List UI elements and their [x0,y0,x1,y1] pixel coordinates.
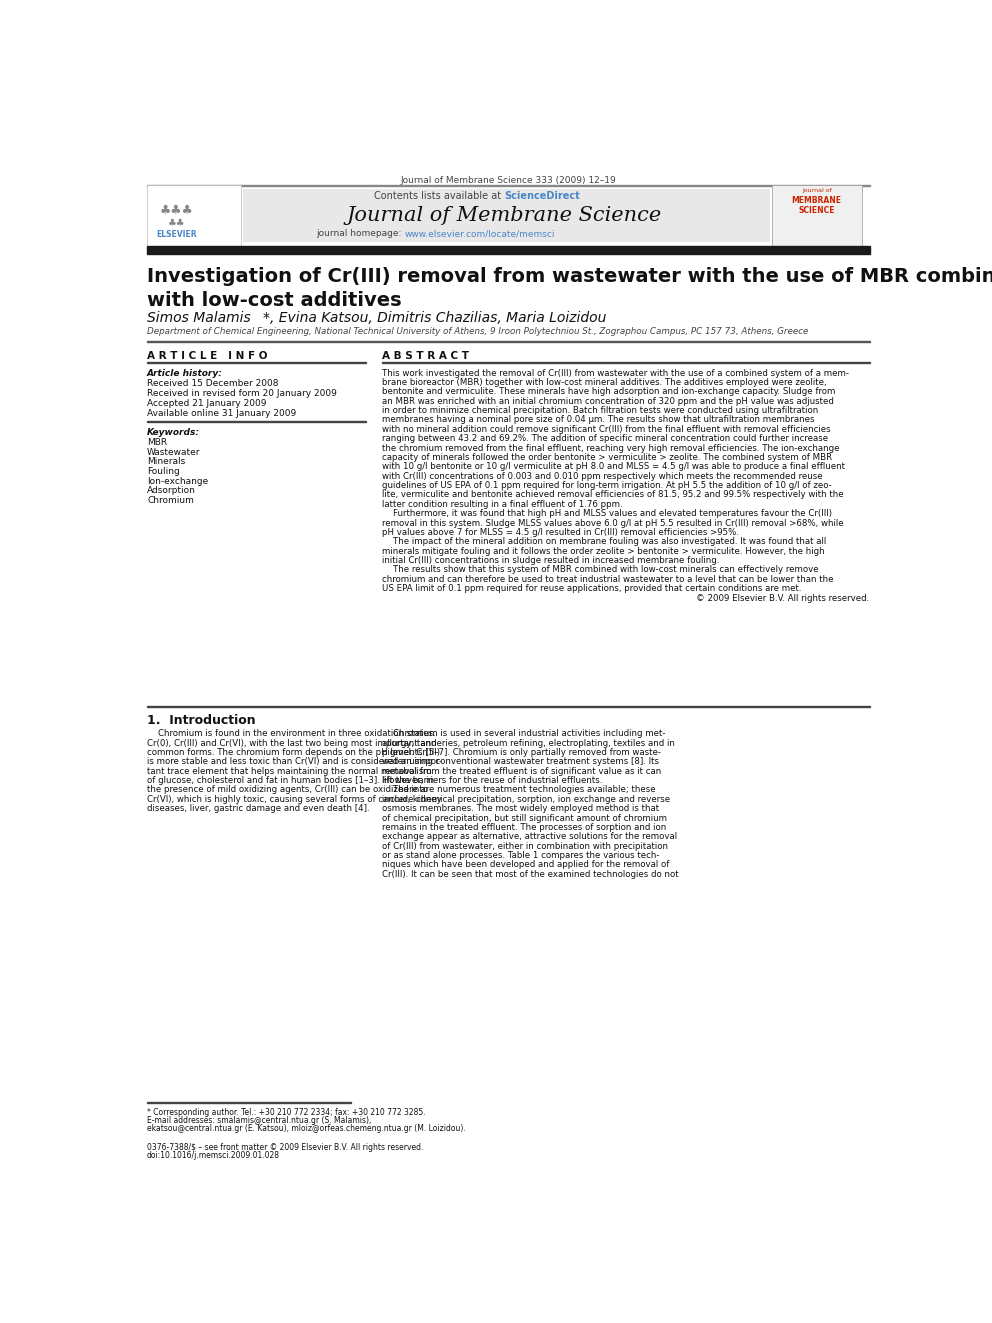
Text: Adsorption: Adsorption [147,487,196,495]
Text: capacity of minerals followed the order bentonite > vermiculite > zeolite. The c: capacity of minerals followed the order … [382,452,831,462]
Text: with Cr(III) concentrations of 0.003 and 0.010 ppm respectively which meets the : with Cr(III) concentrations of 0.003 and… [382,472,822,480]
Text: Received in revised form 20 January 2009: Received in revised form 20 January 2009 [147,389,337,398]
Text: 0376-7388/$ – see front matter © 2009 Elsevier B.V. All rights reserved.: 0376-7388/$ – see front matter © 2009 El… [147,1143,424,1152]
Text: with 10 g/l bentonite or 10 g/l vermiculite at pH 8.0 and MLSS = 4.5 g/l was abl: with 10 g/l bentonite or 10 g/l vermicul… [382,462,844,471]
Text: Chromium is found in the environment in three oxidation states:: Chromium is found in the environment in … [147,729,436,738]
FancyBboxPatch shape [772,185,862,249]
Text: exchange appear as alternative, attractive solutions for the removal: exchange appear as alternative, attracti… [382,832,677,841]
Text: journal homepage:: journal homepage: [316,229,405,238]
FancyBboxPatch shape [243,189,770,242]
Text: Chromium: Chromium [147,496,194,505]
Text: guidelines of US EPA of 0.1 ppm required for long-term irrigation. At pH 5.5 the: guidelines of US EPA of 0.1 ppm required… [382,482,831,490]
Text: doi:10.1016/j.memsci.2009.01.028: doi:10.1016/j.memsci.2009.01.028 [147,1151,280,1160]
Text: E-mail addresses: smalamis@central.ntua.gr (S. Malamis),: E-mail addresses: smalamis@central.ntua.… [147,1117,371,1126]
Text: SCIENCE: SCIENCE [799,205,835,214]
Text: 1.  Introduction: 1. Introduction [147,714,256,726]
Bar [147,246,870,254]
Text: US EPA limit of 0.1 ppm required for reuse applications, provided that certain c: US EPA limit of 0.1 ppm required for reu… [382,585,802,593]
Text: ekatsou@central.ntua.gr (E. Katsou), mloiz@orfeas.chemeng.ntua.gr (M. Loizidou).: ekatsou@central.ntua.gr (E. Katsou), mlo… [147,1125,466,1134]
Text: This work investigated the removal of Cr(III) from wastewater with the use of a : This work investigated the removal of Cr… [382,369,848,377]
Text: Department of Chemical Engineering, National Technical University of Athens, 9 I: Department of Chemical Engineering, Nati… [147,327,808,336]
Text: Keywords:: Keywords: [147,427,200,437]
Text: lite, vermiculite and bentonite achieved removal efficiencies of 81.5, 95.2 and : lite, vermiculite and bentonite achieved… [382,491,843,500]
Text: Article history:: Article history: [147,369,223,377]
Text: include chemical precipitation, sorption, ion exchange and reverse: include chemical precipitation, sorption… [382,795,670,804]
Text: the presence of mild oxidizing agents, Cr(III) can be oxidized into: the presence of mild oxidizing agents, C… [147,786,429,795]
Text: the chromium removed from the final effluent, reaching very high removal efficie: the chromium removed from the final effl… [382,443,839,452]
Text: MEMBRANE: MEMBRANE [792,196,841,205]
Text: membranes having a nominal pore size of 0.04 μm. The results show that ultrafilt: membranes having a nominal pore size of … [382,415,814,425]
Text: ranging between 43.2 and 69.2%. The addition of specific mineral concentration c: ranging between 43.2 and 69.2%. The addi… [382,434,827,443]
Text: Cr(0), Cr(III) and Cr(VI), with the last two being most important and: Cr(0), Cr(III) and Cr(VI), with the last… [147,738,436,747]
Text: Received 15 December 2008: Received 15 December 2008 [147,378,279,388]
Text: Chromium is used in several industrial activities including met-: Chromium is used in several industrial a… [382,729,665,738]
Text: water using conventional wastewater treatment systems [8]. Its: water using conventional wastewater trea… [382,757,659,766]
Text: brane bioreactor (MBR) together with low-cost mineral additives. The additives e: brane bioreactor (MBR) together with low… [382,378,826,388]
Text: or as stand alone processes. Table 1 compares the various tech-: or as stand alone processes. Table 1 com… [382,851,659,860]
Text: niques which have been developed and applied for the removal of: niques which have been developed and app… [382,860,669,869]
Text: of glucose, cholesterol and fat in human bodies [1–3]. However, in: of glucose, cholesterol and fat in human… [147,777,434,785]
Text: ScienceDirect: ScienceDirect [505,192,580,201]
Text: ELSEVIER: ELSEVIER [156,230,196,239]
Text: Cr(VI), which is highly toxic, causing several forms of cancer, kidney: Cr(VI), which is highly toxic, causing s… [147,795,441,804]
Text: Wastewater: Wastewater [147,447,200,456]
Text: Fouling: Fouling [147,467,180,476]
Text: of Cr(III) from wastewater, either in combination with precipitation: of Cr(III) from wastewater, either in co… [382,841,668,851]
Text: an MBR was enriched with an initial chromium concentration of 320 ppm and the pH: an MBR was enriched with an initial chro… [382,397,833,406]
Text: bentonite and vermiculite. These minerals have high adsorption and ion-exchange : bentonite and vermiculite. These mineral… [382,388,835,397]
Text: © 2009 Elsevier B.V. All rights reserved.: © 2009 Elsevier B.V. All rights reserved… [696,594,870,602]
Text: www.elsevier.com/locate/memsci: www.elsevier.com/locate/memsci [405,229,556,238]
Text: Journal of Membrane Science: Journal of Membrane Science [347,205,663,225]
Text: initial Cr(III) concentrations in sludge resulted in increased membrane fouling.: initial Cr(III) concentrations in sludge… [382,556,719,565]
Text: Cr(III). It can be seen that most of the examined technologies do not: Cr(III). It can be seen that most of the… [382,869,679,878]
Text: Furthermore, it was found that high pH and MLSS values and elevated temperatures: Furthermore, it was found that high pH a… [382,509,831,519]
Text: osmosis membranes. The most widely employed method is that: osmosis membranes. The most widely emplo… [382,804,659,814]
Text: Contents lists available at: Contents lists available at [374,192,505,201]
Text: MBR: MBR [147,438,168,447]
Text: common forms. The chromium form depends on the pH level. Cr(III): common forms. The chromium form depends … [147,747,440,757]
Text: chromium and can therefore be used to treat industrial wastewater to a level tha: chromium and can therefore be used to tr… [382,574,833,583]
Text: journal of: journal of [802,188,831,193]
Text: of chemical precipitation, but still significant amount of chromium: of chemical precipitation, but still sig… [382,814,667,823]
Text: in order to minimize chemical precipitation. Batch filtration tests were conduct: in order to minimize chemical precipitat… [382,406,817,415]
Text: pH values above 7 for MLSS = 4.5 g/l resulted in Cr(III) removal efficiencies >9: pH values above 7 for MLSS = 4.5 g/l res… [382,528,739,537]
Text: removal in this system. Sludge MLSS values above 6.0 g/l at pH 5.5 resulted in C: removal in this system. Sludge MLSS valu… [382,519,843,528]
Text: Ion-exchange: Ion-exchange [147,476,208,486]
Text: pigments [5–7]. Chromium is only partially removed from waste-: pigments [5–7]. Chromium is only partial… [382,747,661,757]
Text: ♣♣♣: ♣♣♣ [160,204,193,217]
Text: diseases, liver, gastric damage and even death [4].: diseases, liver, gastric damage and even… [147,804,370,814]
Text: allurgy, tanneries, petroleum refining, electroplating, textiles and in: allurgy, tanneries, petroleum refining, … [382,738,675,747]
Text: remains in the treated effluent. The processes of sorption and ion: remains in the treated effluent. The pro… [382,823,666,832]
Text: Accepted 21 January 2009: Accepted 21 January 2009 [147,400,267,409]
Text: * Corresponding author. Tel.: +30 210 772 2334; fax: +30 210 772 3285.: * Corresponding author. Tel.: +30 210 77… [147,1109,426,1117]
Text: There are numerous treatment technologies available; these: There are numerous treatment technologie… [382,786,655,795]
Text: is more stable and less toxic than Cr(VI) and is considered an impor-: is more stable and less toxic than Cr(VI… [147,757,442,766]
Text: removal from the treated effluent is of significant value as it can: removal from the treated effluent is of … [382,767,661,775]
Text: minerals mitigate fouling and it follows the order zeolite > bentonite > vermicu: minerals mitigate fouling and it follows… [382,546,824,556]
Text: Available online 31 January 2009: Available online 31 January 2009 [147,409,297,418]
Text: Simos Malamis: Simos Malamis [147,311,251,324]
Text: Investigation of Cr(III) removal from wastewater with the use of MBR combined
wi: Investigation of Cr(III) removal from wa… [147,267,992,310]
Text: with no mineral addition could remove significant Cr(III) from the final effluen: with no mineral addition could remove si… [382,425,830,434]
FancyBboxPatch shape [147,185,241,249]
Text: A B S T R A C T: A B S T R A C T [382,352,468,361]
Text: latter condition resulting in a final effluent of 1.76 ppm.: latter condition resulting in a final ef… [382,500,622,509]
Text: Minerals: Minerals [147,458,186,466]
Text: lift the barriers for the reuse of industrial effluents.: lift the barriers for the reuse of indus… [382,777,602,785]
Text: Journal of Membrane Science 333 (2009) 12–19: Journal of Membrane Science 333 (2009) 1… [401,176,616,185]
Text: The impact of the mineral addition on membrane fouling was also investigated. It: The impact of the mineral addition on me… [382,537,825,546]
Text: tant trace element that helps maintaining the normal metabolism: tant trace element that helps maintainin… [147,767,432,775]
Text: *, Evina Katsou, Dimitris Chazilias, Maria Loizidou: *, Evina Katsou, Dimitris Chazilias, Mar… [263,311,606,324]
Text: A R T I C L E   I N F O: A R T I C L E I N F O [147,352,268,361]
Text: ♣♣: ♣♣ [168,218,186,228]
Text: The results show that this system of MBR combined with low-cost minerals can eff: The results show that this system of MBR… [382,565,818,574]
